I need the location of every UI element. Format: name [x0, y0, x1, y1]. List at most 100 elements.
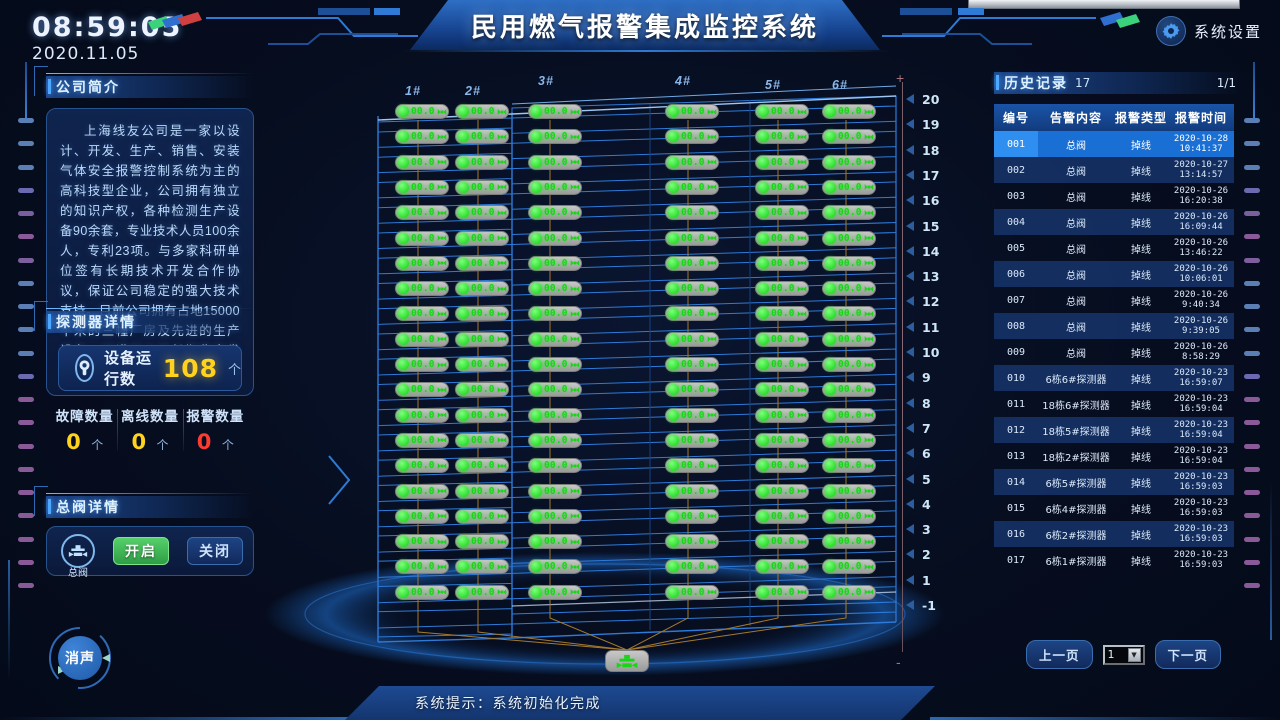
detector-badge[interactable]: 00.0	[455, 458, 509, 474]
detector-badge[interactable]: 00.0	[455, 483, 509, 499]
detector-badge[interactable]: 00.0	[528, 407, 582, 423]
detector-badge[interactable]: 00.0	[755, 154, 809, 170]
detector-badge[interactable]: 00.0	[528, 534, 582, 550]
detector-badge[interactable]: 00.0	[822, 281, 876, 297]
table-row[interactable]: 016 6栋2#探测器 掉线 2020-10-23 16:59:03	[994, 521, 1234, 547]
detector-badge[interactable]: 00.0	[528, 357, 582, 372]
next-page-button[interactable]: 下一页	[1154, 640, 1222, 669]
table-row[interactable]: 004 总阀 掉线 2020-10-26 16:09:44	[994, 209, 1234, 235]
detector-badge[interactable]: 00.0	[755, 407, 809, 423]
table-row[interactable]: 014 6栋5#探测器 掉线 2020-10-23 16:59:03	[994, 469, 1234, 495]
detector-badge[interactable]: 00.0	[528, 559, 582, 575]
detector-badge[interactable]: 00.0	[455, 179, 509, 195]
detector-badge[interactable]: 00.0	[395, 483, 449, 499]
detector-badge[interactable]: 00.0	[395, 382, 449, 398]
detector-badge[interactable]: 00.0	[755, 458, 809, 474]
detector-badge[interactable]: 00.0	[665, 129, 719, 145]
detector-badge[interactable]: 00.0	[528, 255, 582, 271]
table-row[interactable]: 001 总阀 掉线 2020-10-28 10:41:37	[994, 131, 1234, 157]
detector-badge[interactable]: 00.0	[665, 559, 719, 575]
table-row[interactable]: 010 6栋6#探测器 掉线 2020-10-23 16:59:07	[994, 365, 1234, 391]
detector-badge[interactable]: 00.0	[822, 255, 876, 271]
detector-badge[interactable]: 00.0	[528, 432, 582, 448]
detector-badge[interactable]: 00.0	[528, 281, 582, 297]
chevron-right-icon[interactable]	[325, 452, 353, 513]
table-row[interactable]: 012 18栋5#探测器 掉线 2020-10-23 16:59:04	[994, 417, 1234, 443]
detector-badge[interactable]: 00.0	[755, 432, 809, 448]
detector-badge[interactable]: 00.0	[755, 382, 809, 398]
detector-badge[interactable]: 00.0	[755, 179, 809, 195]
detector-badge[interactable]: 00.0	[395, 508, 449, 524]
detector-badge[interactable]: 00.0	[755, 483, 809, 499]
detector-badge[interactable]: 00.0	[665, 331, 719, 347]
detector-badge[interactable]: 00.0	[395, 559, 449, 575]
system-settings-button[interactable]: 系统设置	[1155, 16, 1262, 46]
detector-badge[interactable]: 00.0	[822, 205, 876, 221]
detector-badge[interactable]: 00.0	[665, 508, 719, 524]
detector-badge[interactable]: 00.0	[755, 104, 809, 119]
detector-badge[interactable]: 00.0	[528, 104, 582, 119]
detector-badge[interactable]: 00.0	[822, 179, 876, 195]
table-row[interactable]: 017 6栋1#探测器 掉线 2020-10-23 16:59:03	[994, 547, 1234, 573]
detector-badge[interactable]: 00.0	[665, 534, 719, 550]
detector-badge[interactable]: 00.0	[755, 357, 809, 372]
detector-badge[interactable]: 00.0	[455, 255, 509, 271]
table-row[interactable]: 002 总阀 掉线 2020-10-27 13:14:57	[994, 157, 1234, 183]
detector-badge[interactable]: 00.0	[528, 205, 582, 221]
detector-badge[interactable]: 00.0	[395, 534, 449, 550]
detector-badge[interactable]: 00.0	[528, 154, 582, 170]
detector-badge[interactable]: 00.0	[822, 230, 876, 246]
detector-badge[interactable]: 00.0	[455, 205, 509, 221]
detector-badge[interactable]: 00.0	[528, 382, 582, 398]
table-row[interactable]: 005 总阀 掉线 2020-10-26 13:46:22	[994, 235, 1234, 261]
detector-badge[interactable]: 00.0	[528, 230, 582, 246]
detector-badge[interactable]: 00.0	[455, 104, 509, 119]
page-select[interactable]: 1 ▼	[1102, 644, 1145, 665]
detector-badge[interactable]: 00.0	[455, 281, 509, 297]
detector-badge[interactable]: 00.0	[395, 584, 449, 600]
window-scroll-sliver[interactable]	[968, 0, 1240, 9]
detector-badge[interactable]: 00.0	[665, 458, 719, 474]
detector-badge[interactable]: 00.0	[395, 129, 449, 145]
detector-badge[interactable]: 00.0	[665, 255, 719, 271]
detector-badge[interactable]: 00.0	[395, 407, 449, 423]
detector-badge[interactable]: 00.0	[455, 584, 509, 600]
prev-page-button[interactable]: 上一页	[1026, 640, 1093, 669]
detector-badge[interactable]: 00.0	[665, 281, 719, 297]
detector-badge[interactable]: 00.0	[395, 255, 449, 271]
detector-badge[interactable]: 00.0	[395, 205, 449, 221]
detector-badge[interactable]: 00.0	[665, 357, 719, 372]
detector-badge[interactable]: 00.0	[665, 230, 719, 246]
detector-badge[interactable]: 00.0	[822, 407, 876, 423]
table-row[interactable]: 013 18栋2#探测器 掉线 2020-10-23 16:59:04	[994, 443, 1234, 469]
detector-badge[interactable]: 00.0	[755, 306, 809, 322]
detector-badge[interactable]: 00.0	[755, 255, 809, 271]
detector-badge[interactable]: 00.0	[455, 357, 509, 372]
detector-badge[interactable]: 00.0	[822, 357, 876, 372]
detector-badge[interactable]: 00.0	[528, 584, 582, 600]
table-row[interactable]: 009 总阀 掉线 2020-10-26 8:58:29	[994, 339, 1234, 365]
detector-badge[interactable]: 00.0	[755, 281, 809, 297]
detector-badge[interactable]: 00.0	[455, 331, 509, 347]
detector-badge[interactable]: 00.0	[755, 129, 809, 145]
detector-badge[interactable]: 00.0	[665, 432, 719, 448]
table-row[interactable]: 006 总阀 掉线 2020-10-26 10:06:01	[994, 261, 1234, 287]
mute-button[interactable]: 消声	[44, 622, 116, 694]
detector-badge[interactable]: 00.0	[665, 483, 719, 499]
detector-badge[interactable]: 00.0	[755, 205, 809, 221]
detector-badge[interactable]: 00.0	[822, 508, 876, 524]
detector-badge[interactable]: 00.0	[395, 104, 449, 119]
detector-badge[interactable]: 00.0	[822, 559, 876, 575]
detector-badge[interactable]: 00.0	[395, 154, 449, 170]
valve-open-button[interactable]: 开启	[113, 537, 169, 565]
detector-badge[interactable]: 00.0	[822, 432, 876, 448]
detector-badge[interactable]: 00.0	[665, 584, 719, 600]
table-row[interactable]: 011 18栋6#探测器 掉线 2020-10-23 16:59:04	[994, 391, 1234, 417]
detector-badge[interactable]: 00.0	[395, 432, 449, 448]
detector-badge[interactable]: 00.0	[455, 154, 509, 170]
detector-badge[interactable]: 00.0	[755, 559, 809, 575]
detector-badge[interactable]: 00.0	[455, 129, 509, 145]
table-row[interactable]: 008 总阀 掉线 2020-10-26 9:39:05	[994, 313, 1234, 339]
detector-badge[interactable]: 00.0	[455, 407, 509, 423]
detector-badge[interactable]: 00.0	[665, 382, 719, 398]
